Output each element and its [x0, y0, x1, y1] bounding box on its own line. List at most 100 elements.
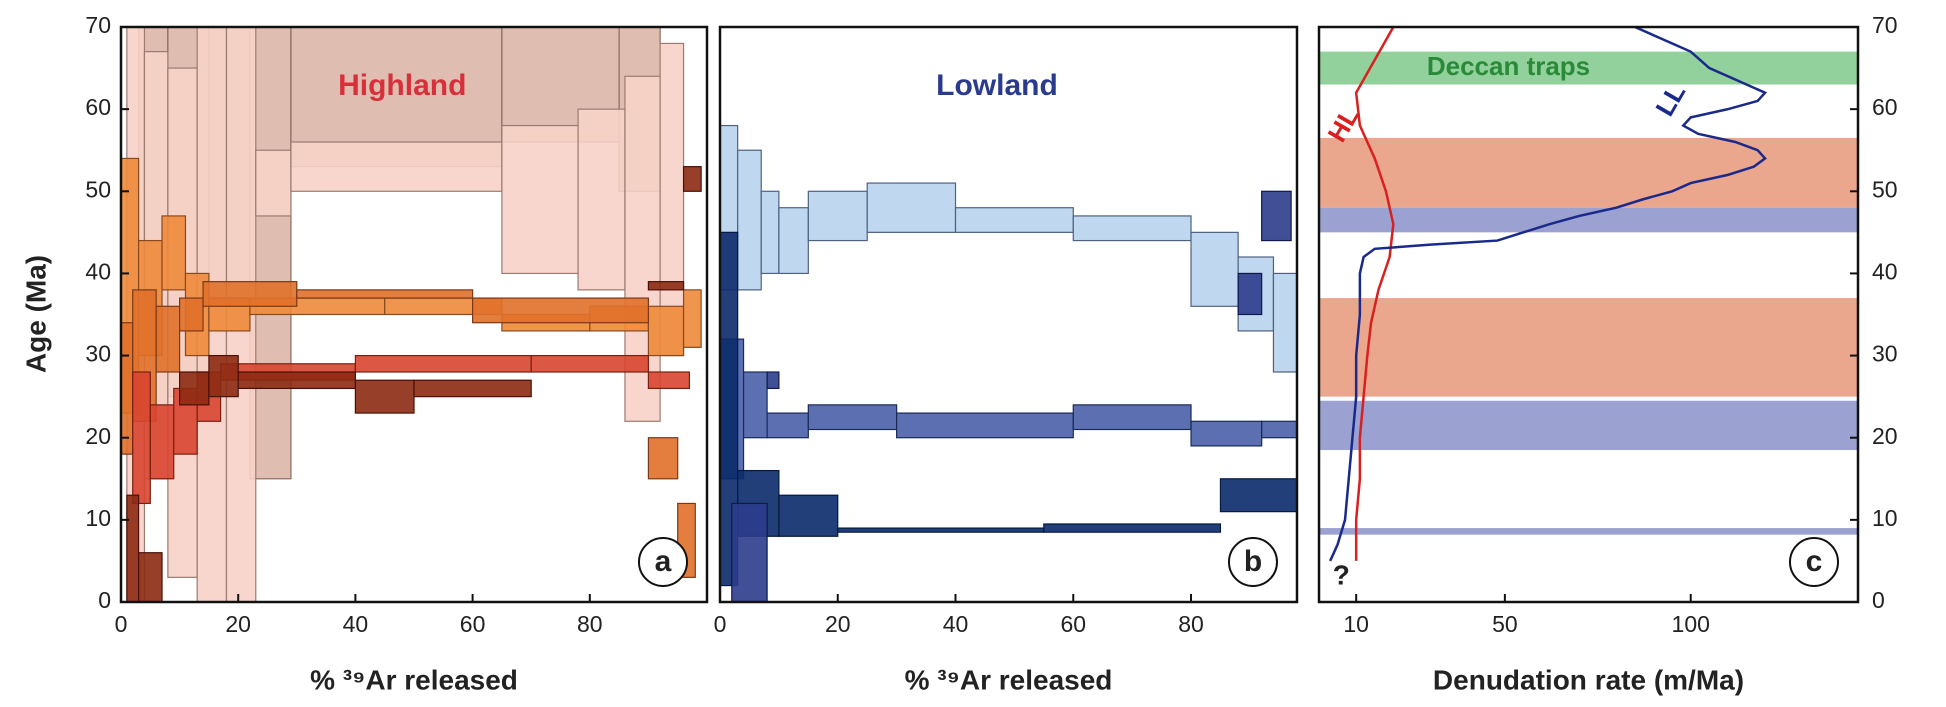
age-band [1319, 528, 1858, 535]
age-step [120, 322, 134, 455]
rate-curve [1329, 25, 1768, 562]
annotation: ? [1333, 560, 1350, 591]
age-step [766, 412, 809, 439]
age-step [1261, 190, 1292, 242]
plot-frame [1317, 25, 1860, 604]
y-tick-label: 50 [1872, 176, 1898, 202]
age-band [1319, 298, 1858, 397]
age-step [413, 379, 532, 398]
age-step [778, 207, 809, 275]
age-step [647, 305, 685, 357]
x-tick-label: 10 [1343, 611, 1369, 637]
y-tick-label: 30 [85, 341, 111, 367]
age-step [1272, 272, 1298, 373]
age-step [807, 190, 868, 242]
age-step [1190, 231, 1239, 307]
y-tick-label: 70 [1872, 12, 1898, 38]
y-tick-label: 10 [85, 505, 111, 531]
age-band [1319, 400, 1858, 451]
age-step [126, 494, 140, 603]
age-step [354, 379, 415, 414]
age-step [954, 207, 1074, 233]
x-tick-label: 40 [943, 611, 969, 637]
y-tick-label: 60 [1872, 94, 1898, 120]
panel-label: b [1244, 545, 1262, 578]
x-axis-title: % ³⁹Ar released [905, 664, 1113, 695]
x-axis-title: % ³⁹Ar released [310, 664, 518, 695]
age-step [179, 297, 204, 332]
age-step [296, 289, 474, 299]
age-step [237, 371, 356, 390]
y-tick-label: 50 [85, 176, 111, 202]
age-step [1043, 523, 1222, 533]
age-step [896, 412, 1074, 439]
age-step [1237, 272, 1263, 316]
x-tick-label: 40 [343, 611, 369, 637]
x-tick-label: 0 [714, 611, 727, 637]
y-tick-label: 30 [1872, 341, 1898, 367]
x-tick-label: 80 [1178, 611, 1204, 637]
y-tick-label: 0 [1872, 587, 1885, 613]
age-step [161, 215, 187, 291]
x-tick-label: 60 [460, 611, 486, 637]
age-step [766, 371, 780, 390]
y-tick-label: 40 [1872, 259, 1898, 285]
y-tick-label: 0 [98, 587, 111, 613]
age-step [1072, 404, 1192, 431]
age-step [778, 494, 839, 537]
age-step [472, 297, 650, 324]
plot-frame [718, 25, 1299, 604]
age-step [1190, 420, 1263, 447]
age-step [647, 437, 679, 480]
plot-frame [119, 25, 709, 604]
rate-curve [1354, 26, 1395, 561]
panel-label-circle [1789, 537, 1839, 587]
age-step [249, 26, 292, 480]
band-label: Deccan traps [1427, 51, 1590, 81]
age-step [737, 149, 762, 291]
age-step [647, 371, 691, 390]
y-tick-label: 60 [85, 94, 111, 120]
x-tick-label: 80 [577, 611, 603, 637]
x-tick-label: 20 [225, 611, 251, 637]
x-tick-label: 100 [1672, 611, 1710, 637]
age-step [807, 404, 898, 431]
age-step [179, 371, 210, 406]
y-tick-label: 20 [85, 423, 111, 449]
age-step [501, 124, 579, 275]
age-band [1319, 207, 1858, 233]
age-step [149, 404, 175, 480]
x-tick-label: 0 [115, 611, 128, 637]
age-step [647, 281, 685, 291]
age-step [837, 527, 1045, 533]
age-step [1219, 478, 1298, 513]
x-tick-label: 20 [825, 611, 851, 637]
panel-label: a [655, 545, 672, 578]
age-step [132, 371, 151, 505]
age-step [208, 354, 239, 398]
age-step [577, 108, 626, 291]
y-axis-title: Age (Ma) [20, 255, 51, 373]
age-step [255, 149, 292, 217]
age-step [290, 141, 503, 192]
age-step [530, 354, 650, 373]
y-tick-label: 40 [85, 259, 111, 285]
age-step [1261, 420, 1298, 439]
age-step [354, 354, 532, 373]
age-step [760, 190, 780, 275]
age-step [866, 182, 957, 233]
panel-label-circle [1228, 537, 1278, 587]
panel-label-circle [638, 537, 688, 587]
x-tick-label: 60 [1060, 611, 1086, 637]
age-step [137, 552, 163, 603]
age-band [1319, 137, 1858, 208]
age-step [202, 281, 298, 307]
x-tick-label: 50 [1492, 611, 1518, 637]
age-step [1072, 215, 1192, 242]
y-tick-label: 10 [1872, 505, 1898, 531]
age-step [682, 166, 702, 192]
y-tick-label: 70 [85, 12, 111, 38]
x-axis-title: Denudation rate (m/Ma) [1433, 664, 1744, 695]
age-step [731, 502, 768, 603]
